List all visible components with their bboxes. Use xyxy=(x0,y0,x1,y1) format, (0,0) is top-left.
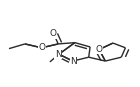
Text: N: N xyxy=(70,57,77,66)
Text: O: O xyxy=(96,45,103,54)
Text: N: N xyxy=(55,50,62,59)
Text: O: O xyxy=(49,29,56,38)
Text: O: O xyxy=(38,43,45,52)
